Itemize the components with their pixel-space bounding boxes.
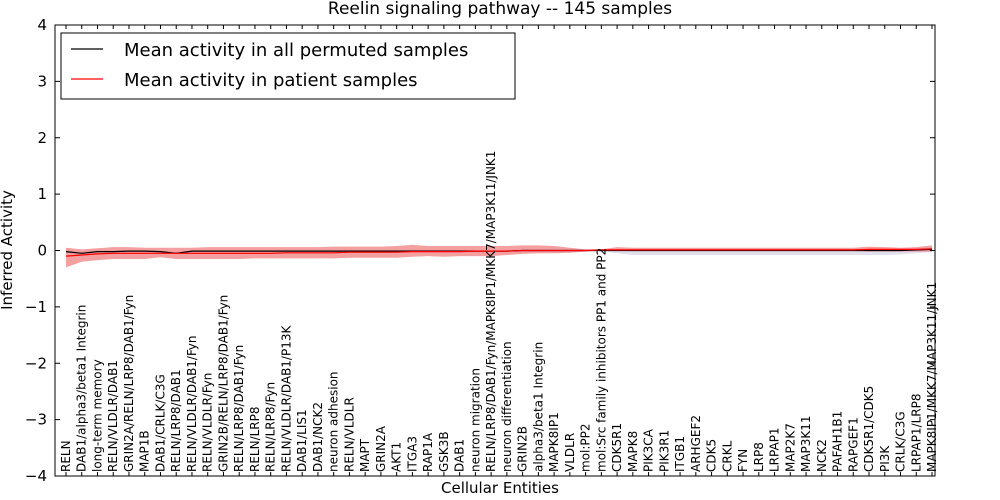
x-tick-label: MAPK8 <box>626 431 640 472</box>
x-tick-label: mol:Src family inhibitors PP1 and PP2 <box>594 248 608 472</box>
x-tick-label: CRKL <box>720 440 734 472</box>
x-tick-label: neuron adhesion <box>327 371 341 472</box>
x-tick-label: alpha3/beta1 Integrin <box>531 342 545 472</box>
x-tick-label: MAPK8IP1 <box>547 412 561 472</box>
x-tick-label: MAP2K7 <box>783 423 797 472</box>
x-tick-label: MAP1B <box>138 430 152 472</box>
legend: Mean activity in all permuted samples Me… <box>60 32 516 100</box>
x-tick-label: long-term memory <box>91 359 105 472</box>
x-tick-label: PIK3CA <box>642 428 656 472</box>
x-tick-label: MAPK8IP1/MKK7/MAP3K11/JNK1 <box>925 282 939 472</box>
legend-label-permuted: Mean activity in all permuted samples <box>124 40 468 61</box>
x-tick-label: RELN/VLDLR/DAB1/P13K <box>279 325 293 472</box>
x-tick-label: RELN/LRP8/DAB1 <box>169 369 183 472</box>
x-tick-label: RELN/LRP8 <box>248 406 262 472</box>
x-axis-label: Cellular Entities <box>441 479 559 497</box>
x-tick-label: mol:PP2 <box>579 423 593 472</box>
x-tick-label: PAFAH1B1 <box>831 411 845 472</box>
x-tick-label: RELN/VLDLR <box>342 397 356 472</box>
y-tick-label: −2 <box>25 354 47 372</box>
x-tick-label: neuron migration <box>468 368 482 472</box>
x-tick-label: GRIN2A <box>374 425 388 472</box>
x-tick-label: GRIN2B/RELN/LRP8/DAB1/Fyn <box>217 295 231 472</box>
x-tick-label: FYN <box>736 449 750 472</box>
x-axis: RELN DAB1/alpha3/beta1 Integrin long-term … <box>59 25 939 476</box>
x-tick-label: RELN/LRP8/DAB1/Fyn <box>232 345 246 472</box>
x-tick-label: GRIN2B <box>516 426 530 472</box>
x-tick-label: LRPAP1 <box>768 427 782 472</box>
y-tick-label: 3 <box>37 72 47 90</box>
x-tick-label: PI3K <box>878 445 892 472</box>
legend-label-patient: Mean activity in patient samples <box>124 70 418 91</box>
x-tick-label: CRLK/C3G <box>894 411 908 472</box>
x-tick-label: RELN/VLDLR/DAB1/Fyn <box>185 336 199 472</box>
x-tick-label: GRIN2A/RELN/LRP8/DAB1/Fyn <box>122 295 136 472</box>
x-tick-label: RELN/LRP8/DAB1/Fyn/MAPK8IP1/MKK7/MAP3K11… <box>484 151 498 472</box>
y-tick-label: 0 <box>37 242 47 260</box>
x-tick-label: GSK3B <box>437 431 451 472</box>
x-tick-label: ITGA3 <box>405 436 419 472</box>
x-tick-label: neuron differentiation <box>500 341 514 472</box>
x-tick-label: RELN <box>59 440 73 472</box>
y-tick-label: 1 <box>37 185 47 203</box>
x-tick-label: NCK2 <box>815 439 829 472</box>
y-tick-label: −3 <box>25 411 47 429</box>
x-tick-label: RELN/VLDLR/Fyn <box>201 373 215 472</box>
x-tick-label: MAP3K11 <box>799 415 813 472</box>
y-axis-label: Inferred Activity <box>0 190 16 310</box>
x-tick-label: AKT1 <box>390 442 404 472</box>
x-tick-label: RAPGEF1 <box>846 417 860 472</box>
y-tick-label: 2 <box>37 129 47 147</box>
x-tick-label: RELN/VLDLR/DAB1 <box>106 360 120 472</box>
x-tick-label: CDK5R1 <box>610 423 624 472</box>
x-tick-label: VLDLR <box>563 433 577 472</box>
x-tick-label: RAP1A <box>421 432 435 472</box>
y-axis: −4 −3 −2 −1 0 1 2 3 4 <box>25 16 935 485</box>
y-tick-label: −1 <box>25 298 47 316</box>
y-tick-label: 4 <box>37 16 47 34</box>
x-tick-label: LRP8 <box>752 442 766 472</box>
series-line-1 <box>65 248 933 257</box>
x-tick-label: ARHGEF2 <box>689 415 703 472</box>
x-tick-label: DAB1/NCK2 <box>311 402 325 472</box>
x-tick-label: CDK5R1/CDK5 <box>862 386 876 472</box>
x-tick-label: MAPT <box>358 438 372 472</box>
x-tick-label: ITGB1 <box>673 436 687 472</box>
x-tick-label: DAB1 <box>453 439 467 472</box>
y-tick-label: −4 <box>25 467 47 485</box>
x-tick-label: RELN/LRP8/Fyn <box>264 382 278 472</box>
x-tick-label: DAB1/CRLK/C3G <box>154 374 168 472</box>
legend-box <box>60 32 516 100</box>
chart-title: Reelin signaling pathway -- 145 samples <box>328 0 672 19</box>
series-lines <box>65 248 933 257</box>
x-tick-label: LRPAP1/LRP8 <box>909 393 923 472</box>
x-tick-label: PIK3R1 <box>657 430 671 472</box>
x-tick-label: CDK5 <box>705 439 719 472</box>
x-tick-label: DAB1/alpha3/beta1 Integrin <box>75 305 89 472</box>
x-tick-label: DAB1/LIS1 <box>295 409 309 472</box>
